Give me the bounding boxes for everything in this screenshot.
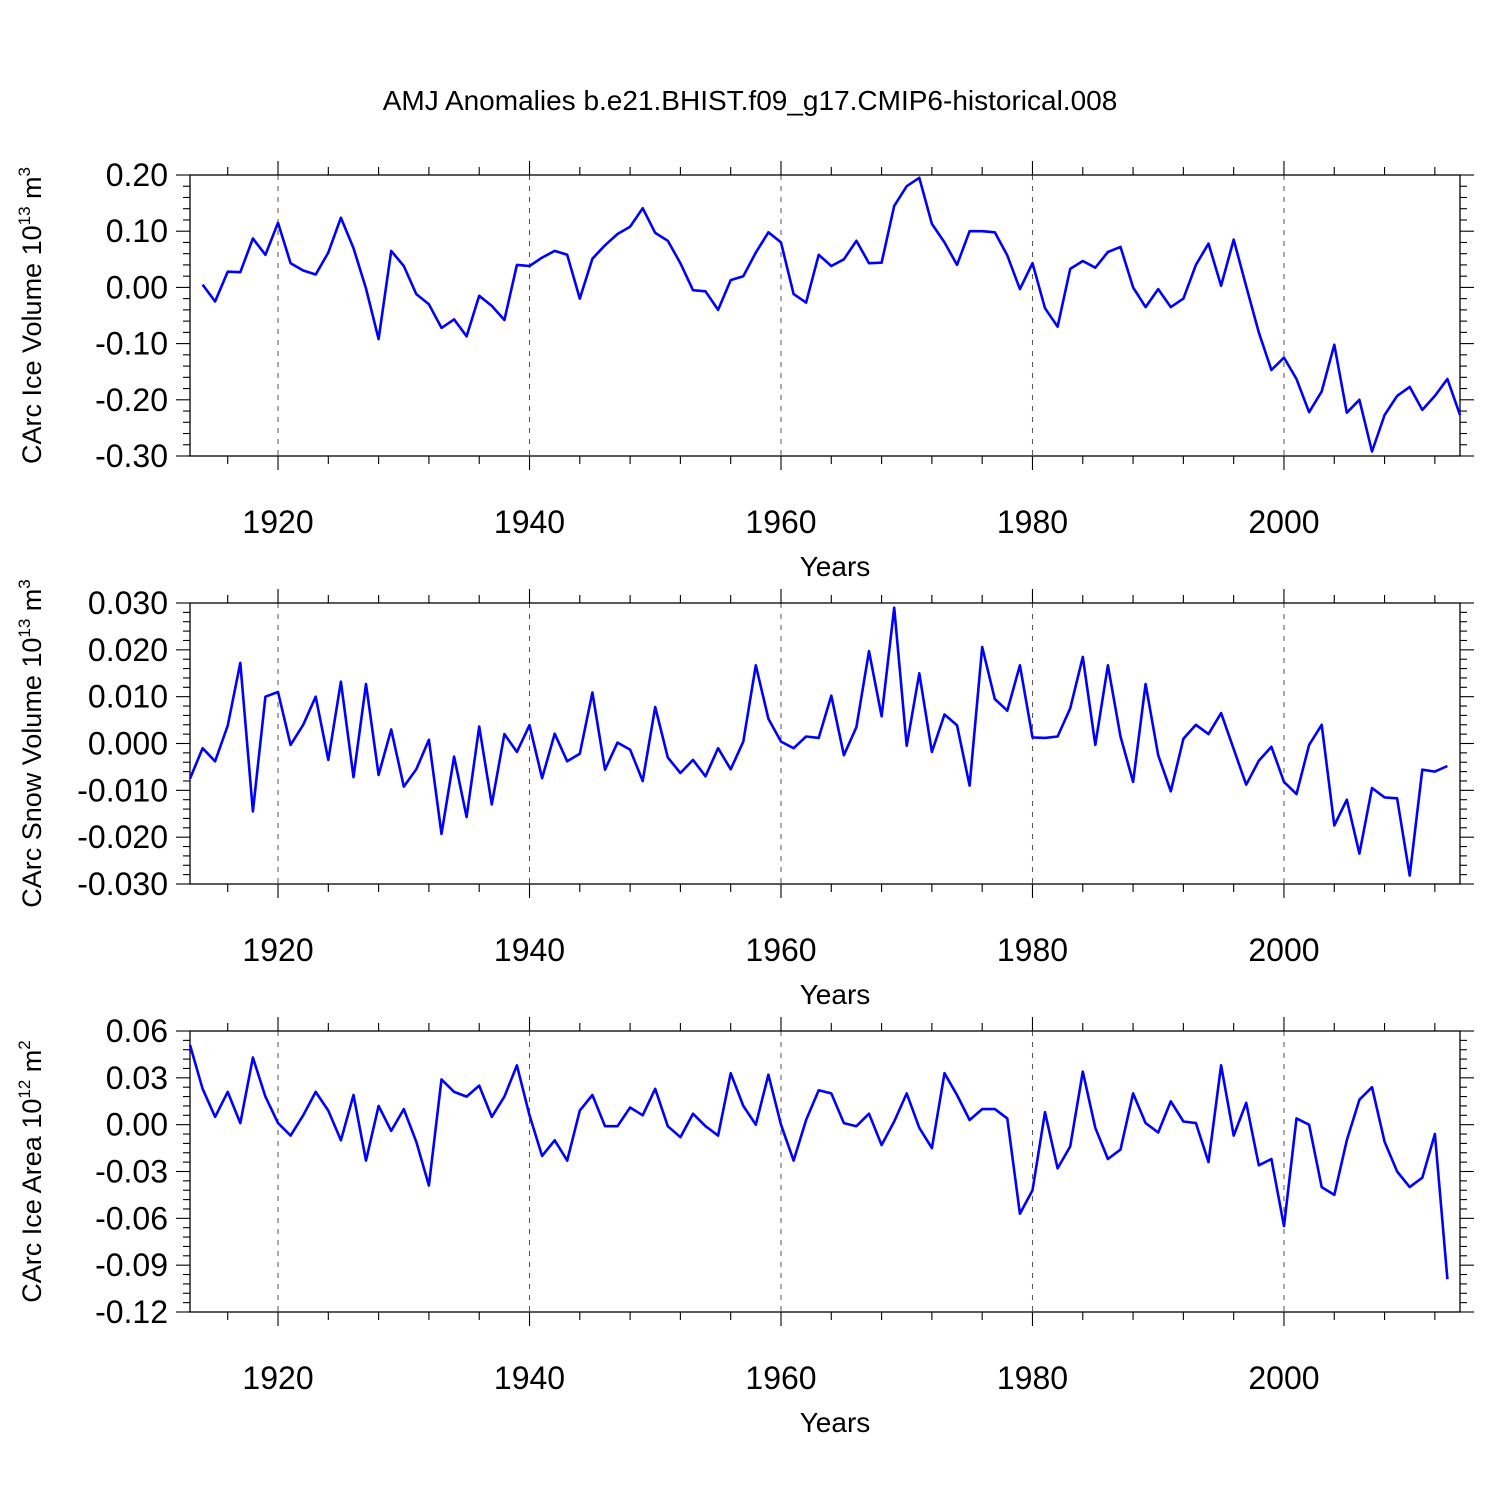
x-tick-label-1960: 1960: [745, 504, 816, 540]
y-tick-label: 0.030: [88, 585, 168, 621]
panel-3: 0.06 0.03 0.00 -0.03 -0.06 -0.09 -0.12 1920 1940…: [15, 1013, 1474, 1438]
x-tick-label-1920: 1920: [242, 1360, 313, 1396]
y-tick-label: 0.10: [106, 213, 168, 249]
y-tick-label: 0.020: [88, 632, 168, 668]
series-line: [188, 606, 1448, 877]
y-tick-label: 0.20: [106, 157, 168, 193]
x-axis-label: Years: [800, 979, 871, 1010]
y-tick-label: -0.06: [95, 1200, 168, 1236]
plot-frame: [189, 602, 1461, 885]
y-tick-label: -0.030: [77, 866, 168, 902]
x-axis-label: Years: [800, 551, 871, 582]
x-tick-label-2000: 2000: [1248, 504, 1319, 540]
series-line: [188, 1044, 1449, 1280]
panel-1: 0.20 0.10 0.00 -0.10 -0.20 -0.30 1920 1940 1960 1…: [15, 157, 1474, 582]
y-axis-label-exponent: 12: [15, 1080, 34, 1099]
y-tick-label: -0.020: [77, 819, 168, 855]
x-tick-label-1980: 1980: [997, 1360, 1068, 1396]
y-tick-label: 0.000: [88, 726, 168, 762]
y-axis-label-unit: m: [17, 589, 47, 619]
x-tick-label-1940: 1940: [494, 504, 565, 540]
y-tick-label: 0.00: [106, 1107, 168, 1143]
y-tick-label: -0.20: [95, 382, 168, 418]
y-tick-label: 0.03: [106, 1060, 168, 1096]
y-tick-label: -0.12: [95, 1294, 168, 1330]
y-axis-label-text: CArc Ice Volume 10: [17, 225, 47, 464]
x-tick-label-1960: 1960: [745, 932, 816, 968]
y-axis-label-unit: m: [17, 1050, 47, 1080]
x-tick-label-1940: 1940: [494, 932, 565, 968]
y-tick-label: 0.06: [106, 1013, 168, 1049]
y-tick-label: -0.09: [95, 1247, 168, 1283]
y-axis-label: CArc Snow Volume 1013 m3: [15, 579, 47, 908]
y-axis-label-text: CArc Ice Area 10: [17, 1099, 47, 1303]
plot-frame: [189, 1030, 1461, 1313]
panel-2: 0.030 0.020 0.010 0.000 -0.010 -0.020 -0.030 19…: [15, 579, 1474, 1010]
x-tick-label-1960: 1960: [745, 1360, 816, 1396]
panels: 0.20 0.10 0.00 -0.10 -0.20 -0.30 1920 1940 1960 1…: [15, 157, 1474, 1438]
y-axis-label-unit-exponent: 2: [15, 1040, 34, 1049]
y-tick-label: -0.30: [95, 438, 168, 474]
y-tick-label: 0.010: [88, 679, 168, 715]
y-axis-label-unit: m: [17, 176, 47, 206]
y-axis-label-exponent: 13: [15, 619, 34, 638]
y-axis-label-exponent: 13: [15, 206, 34, 225]
y-tick-label: -0.10: [95, 326, 168, 362]
y-tick-label: -0.03: [95, 1154, 168, 1190]
x-tick-label-1940: 1940: [494, 1360, 565, 1396]
x-tick-label-2000: 2000: [1248, 932, 1319, 968]
x-tick-label-1920: 1920: [242, 932, 313, 968]
y-tick-label: 0.00: [106, 269, 168, 305]
y-axis-label: CArc Ice Area 1012 m2: [15, 1040, 47, 1303]
x-axis-label: Years: [800, 1407, 871, 1438]
x-tick-label-2000: 2000: [1248, 1360, 1319, 1396]
series-line: [201, 176, 1462, 453]
x-tick-label-1920: 1920: [242, 504, 313, 540]
y-axis-label-unit-exponent: 3: [15, 579, 34, 588]
y-tick-label: -0.010: [77, 772, 168, 808]
x-tick-label-1980: 1980: [997, 504, 1068, 540]
chart-title: AMJ Anomalies b.e21.BHIST.f09_g17.CMIP6-…: [383, 85, 1118, 116]
y-axis-label: CArc Ice Volume 1013 m3: [15, 167, 47, 464]
y-axis-label-unit-exponent: 3: [15, 167, 34, 176]
plot-frame: [189, 174, 1461, 457]
x-tick-label-1980: 1980: [997, 932, 1068, 968]
y-axis-label-text: CArc Snow Volume 10: [17, 638, 47, 908]
